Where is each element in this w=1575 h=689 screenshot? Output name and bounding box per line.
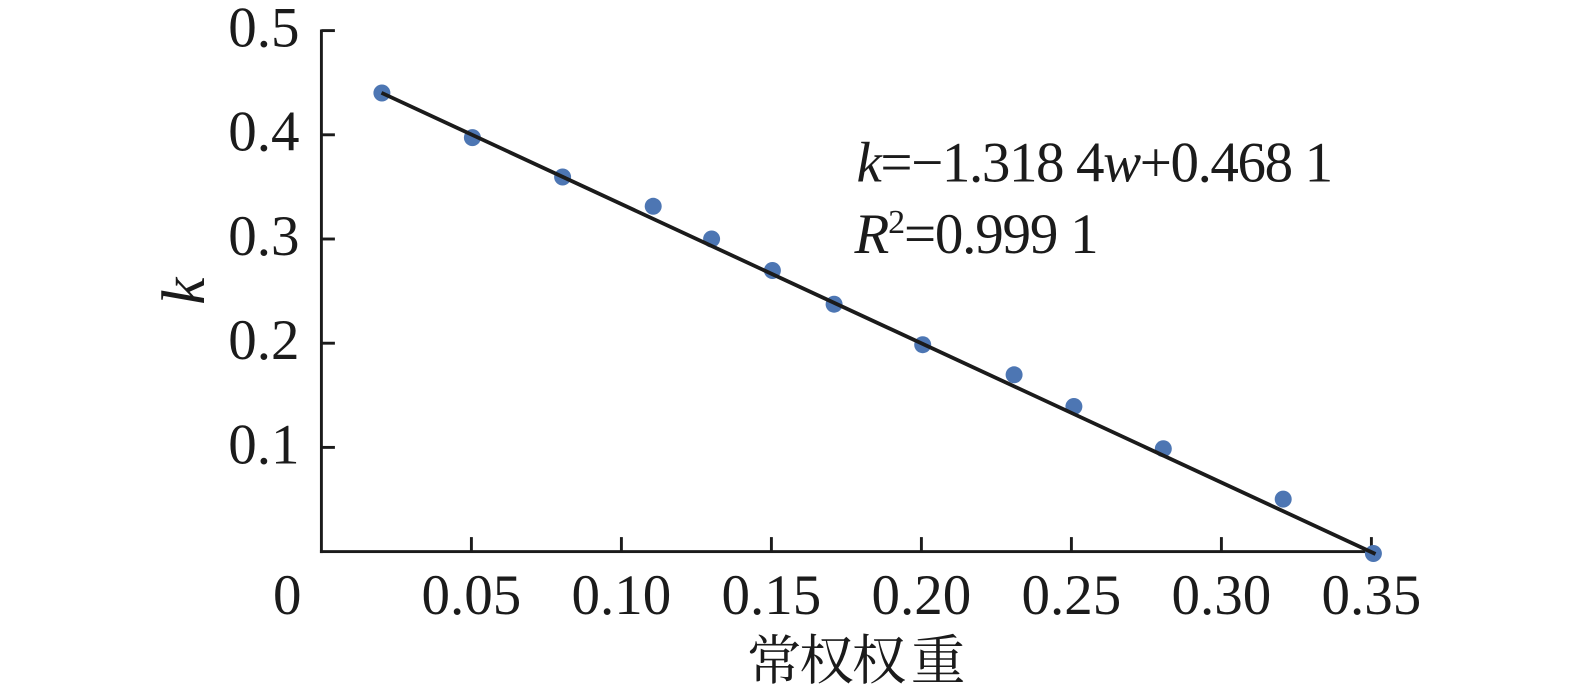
svg-text:0.25: 0.25	[1022, 564, 1122, 627]
svg-text:0: 0	[273, 564, 302, 627]
svg-text:0.3: 0.3	[228, 205, 299, 268]
svg-text:R2=0.999 1: R2=0.999 1	[854, 203, 1098, 266]
svg-text:0.10: 0.10	[572, 564, 672, 627]
svg-text:0.35: 0.35	[1322, 564, 1422, 627]
svg-text:0.5: 0.5	[228, 0, 299, 60]
svg-text:k=−1.318 4w+0.468 1: k=−1.318 4w+0.468 1	[857, 131, 1332, 194]
svg-text:0.05: 0.05	[422, 564, 522, 627]
svg-text:0.4: 0.4	[228, 101, 299, 164]
svg-text:0.30: 0.30	[1172, 564, 1272, 627]
svg-text:k: k	[151, 277, 218, 305]
svg-text:0.2: 0.2	[228, 309, 299, 372]
svg-text:0.1: 0.1	[228, 413, 299, 476]
svg-text:0.15: 0.15	[722, 564, 822, 627]
svg-text:0.20: 0.20	[872, 564, 972, 627]
